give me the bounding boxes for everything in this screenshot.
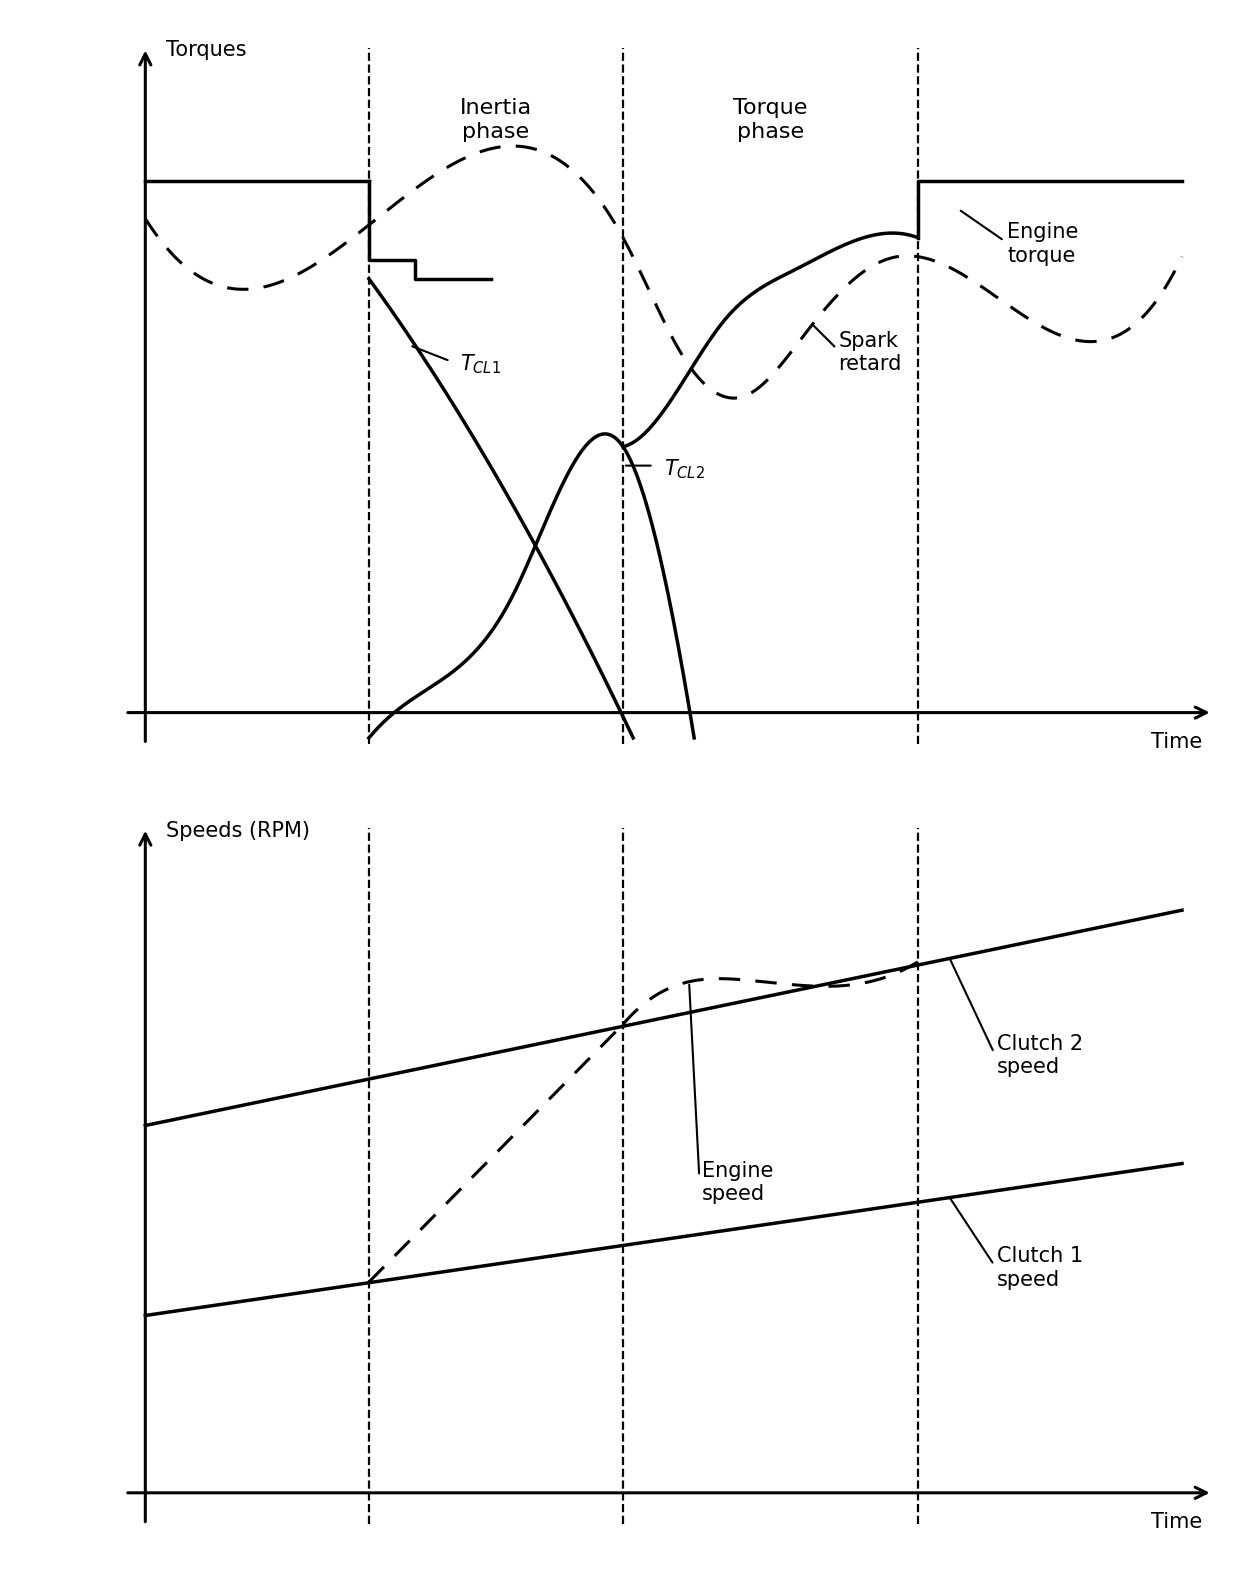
Text: $T_{CL1}$: $T_{CL1}$ <box>460 353 501 376</box>
Text: Engine
torque: Engine torque <box>1008 222 1079 265</box>
Text: Engine
speed: Engine speed <box>703 1161 774 1204</box>
Text: $T_{CL2}$: $T_{CL2}$ <box>664 457 705 481</box>
Text: Inertia
phase: Inertia phase <box>460 98 532 141</box>
Text: Torque
phase: Torque phase <box>734 98 808 141</box>
Text: Speeds (RPM): Speeds (RPM) <box>166 821 310 840</box>
Text: Time: Time <box>1151 732 1202 751</box>
Text: Spark
retard: Spark retard <box>839 332 901 375</box>
Text: Torques: Torques <box>166 40 246 60</box>
Text: Clutch 2
speed: Clutch 2 speed <box>998 1034 1084 1077</box>
Text: Clutch 1
speed: Clutch 1 speed <box>998 1247 1084 1289</box>
Text: Time: Time <box>1151 1512 1202 1532</box>
